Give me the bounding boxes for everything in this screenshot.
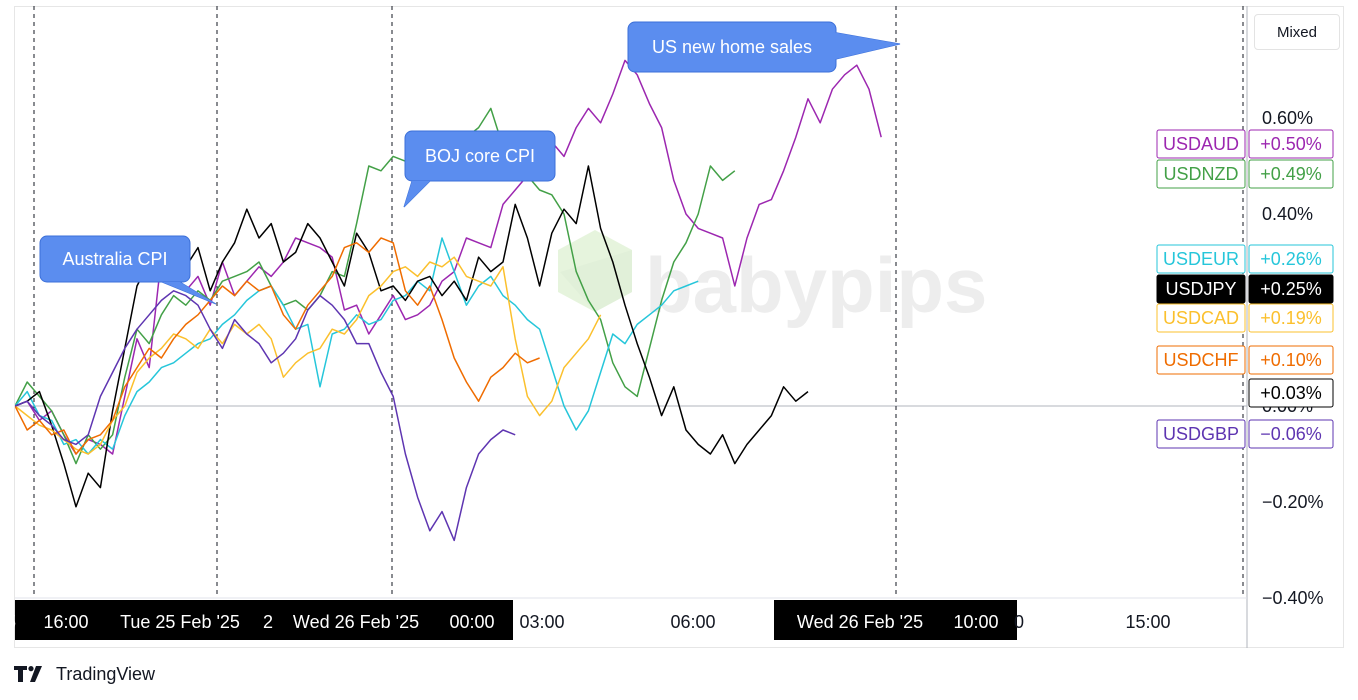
time-tick-label: 2 [263, 612, 273, 632]
series-line-usdgbp [15, 290, 516, 542]
y-tick-label: −0.40% [1262, 588, 1324, 608]
series-tag-usdnzd: USDNZD +0.49% [1156, 159, 1334, 189]
watermark-text: babypips [645, 241, 987, 329]
callout-box [404, 130, 556, 182]
series-value-label: +0.03% [1260, 383, 1322, 403]
event-label: Australia CPI [62, 249, 167, 269]
series-value-label: +0.49% [1260, 164, 1322, 184]
series-name-label: USDNZD [1164, 164, 1239, 184]
time-tick-label: 03:00 [519, 612, 564, 632]
mixed-mode-button[interactable]: Mixed [1254, 14, 1340, 50]
y-tick-label: 0.60% [1262, 108, 1313, 128]
series-value-label: +0.19% [1260, 308, 1322, 328]
series-name-label: USDEUR [1163, 249, 1239, 269]
time-tick-label: 06:00 [670, 612, 715, 632]
series-value-label: −0.06% [1260, 424, 1322, 444]
tradingview-logo-icon [14, 666, 42, 682]
series-value-tag [1248, 159, 1334, 189]
series-tag-usdchf: USDCHF +0.10% [1156, 345, 1334, 375]
y-tick-label: −0.20% [1262, 492, 1324, 512]
time-tick-label: Tue 25 Feb '25 [120, 612, 240, 632]
event-callout: US new home sales [627, 21, 901, 73]
series-name-label: USDAUD [1163, 134, 1239, 154]
series-name-tag [1156, 303, 1246, 333]
y-tick-label: 0.40% [1262, 204, 1313, 224]
callout-box [39, 235, 191, 283]
callout-tail-fill [404, 181, 430, 207]
time-tick-label: 16:00 [43, 612, 88, 632]
series-name-label: USDCAD [1163, 308, 1239, 328]
series-value-tag [1248, 303, 1334, 333]
series-name-label: USDGBP [1163, 424, 1239, 444]
brand-name: TradingView [56, 663, 156, 684]
time-tick-label: 00:00 [449, 612, 494, 632]
event-label: BOJ core CPI [425, 146, 535, 166]
chart-frame [14, 6, 1344, 648]
time-tick-label: 15:00 [1125, 612, 1170, 632]
time-highlight-box [15, 600, 513, 640]
event-label: US new home sales [652, 37, 812, 57]
callout-tail-fill [832, 32, 900, 60]
series-value-label: +0.10% [1260, 350, 1322, 370]
babypips-watermark: babypips [558, 230, 987, 329]
event-callout: BOJ core CPI [403, 130, 556, 208]
series-tag-usdaud: USDAUD +0.50% [1156, 129, 1334, 159]
time-highlight-box [774, 600, 1017, 640]
series-tag-usdcad: USDCAD +0.19% [1156, 303, 1334, 333]
series-value-tag [1248, 244, 1334, 274]
series-line-usdnzd [15, 107, 736, 465]
tradingview-brand[interactable]: TradingView [14, 662, 155, 686]
time-tick-label: Wed 26 Feb '25 [797, 612, 923, 632]
series-name-label: USDCHF [1164, 350, 1239, 370]
series-tag-extra: +0.03% [1248, 378, 1334, 408]
series-name-label: USDJPY [1165, 279, 1236, 299]
series-value-tag [1248, 129, 1334, 159]
series-tag-usdgbp: USDGBP −0.06% [1156, 419, 1334, 449]
series-name-tag [1156, 345, 1246, 375]
series-name-tag [1156, 274, 1246, 304]
time-tick-label: 10:00 [953, 612, 998, 632]
watermark-logo-icon [558, 230, 632, 312]
series-value-label: +0.50% [1260, 134, 1322, 154]
callout-tail-fill [162, 282, 216, 304]
time-tick-label: Wed 26 Feb '25 [293, 612, 419, 632]
series-value-tag [1248, 345, 1334, 375]
series-name-tag [1156, 159, 1246, 189]
series-line-usdeur [15, 237, 699, 455]
series-value-label: +0.25% [1260, 279, 1322, 299]
series-value-tag [1248, 274, 1334, 304]
time-tick-label: 5 [6, 612, 16, 632]
series-name-tag [1156, 129, 1246, 159]
series-tag-usdeur: USDEUR +0.26% [1156, 244, 1334, 274]
series-value-label: +0.26% [1260, 249, 1322, 269]
series-name-tag [1156, 419, 1246, 449]
series-name-tag [1156, 244, 1246, 274]
series-line-usdchf [15, 237, 540, 455]
event-callout: Australia CPI [39, 235, 217, 305]
series-value-tag [1248, 419, 1334, 449]
series-value-tag [1248, 378, 1334, 408]
time-tick-label: 0 [1014, 612, 1024, 632]
series-tag-usdjpy: USDJPY +0.25% [1156, 274, 1334, 304]
